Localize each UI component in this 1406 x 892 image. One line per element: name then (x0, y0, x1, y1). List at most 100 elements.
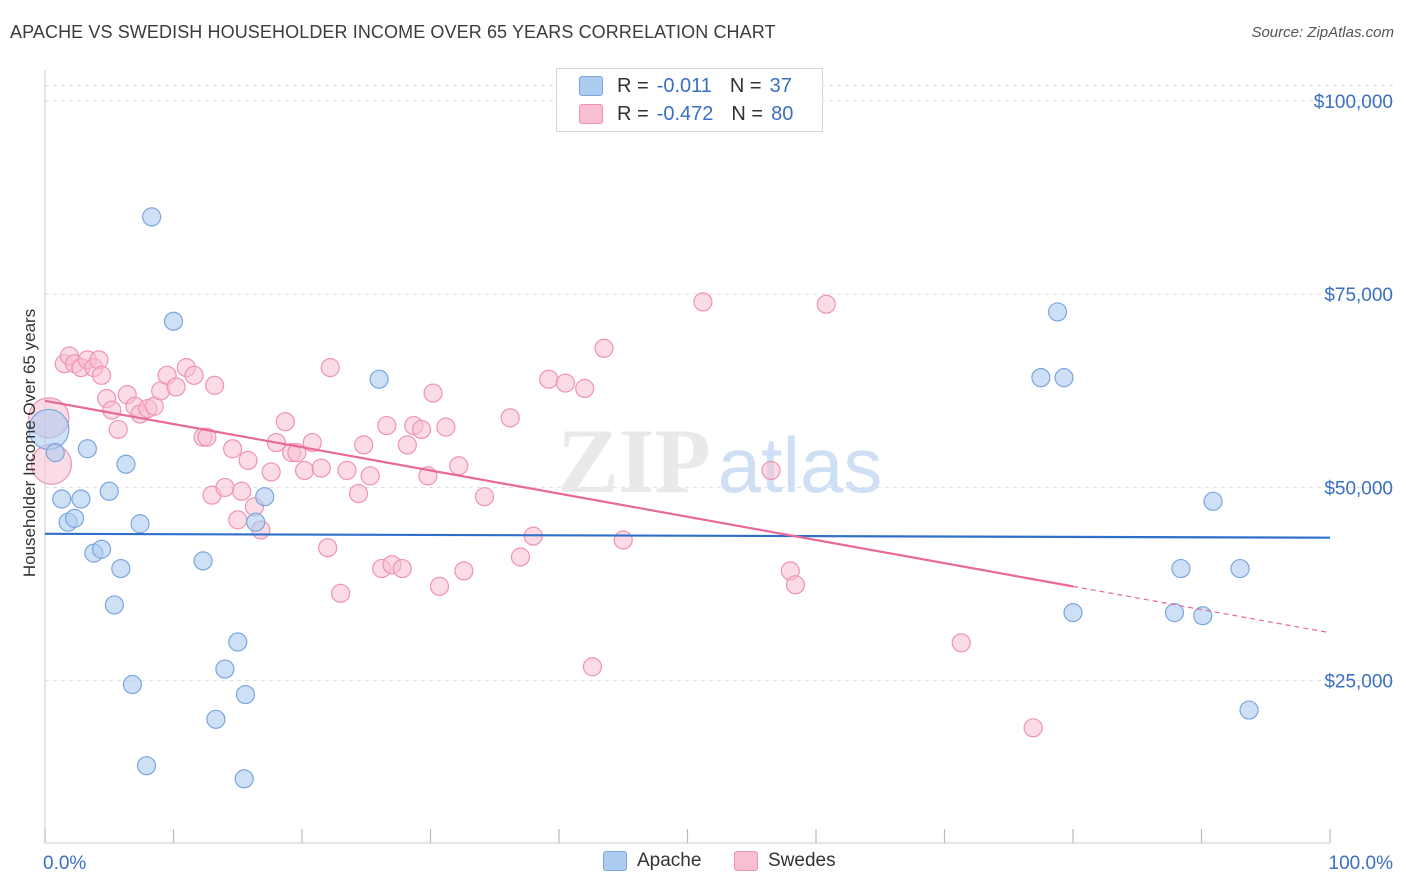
apache-point (206, 709, 226, 729)
swedes-point (785, 575, 806, 595)
apache-point (45, 443, 65, 463)
watermark: ZIP atlas (557, 410, 882, 512)
apache-n-value: 37 (769, 74, 792, 97)
apache-point (228, 632, 248, 652)
apache-swatch (579, 76, 603, 96)
apache-point (1047, 302, 1068, 322)
apache-points (28, 207, 1259, 789)
bottom-legend-swedes: Swedes (734, 850, 836, 872)
swedes-swatch (579, 104, 603, 124)
swedes-point (261, 462, 281, 482)
apache-point (1193, 606, 1213, 626)
gridlines (45, 84, 1393, 682)
apache-point (130, 514, 150, 534)
swedes-point (411, 419, 432, 440)
swedes-point (429, 576, 450, 596)
apache-r-value: -0.011 (656, 74, 712, 97)
apache-point (64, 508, 85, 528)
swedes-point (166, 377, 186, 397)
swedes-point (311, 458, 331, 478)
swedes-point (500, 408, 520, 428)
apache-point (1063, 603, 1083, 623)
apache-point (1230, 558, 1250, 579)
apache-point (71, 489, 91, 509)
chart-title: APACHE VS SWEDISH HOUSEHOLDER INCOME OVE… (10, 22, 776, 42)
apache-point (235, 684, 256, 705)
apache-trend-line (44, 532, 1331, 539)
swedes-point (223, 439, 243, 459)
swedes-point (197, 427, 217, 447)
swedes-point (582, 657, 603, 677)
apache-legend-swatch (603, 851, 627, 871)
apache-n-label: N = (729, 74, 762, 97)
apache-point (1239, 700, 1259, 720)
apache-point (122, 674, 142, 695)
swedes-point (275, 412, 295, 432)
swedes-point (555, 373, 576, 393)
apache-point (1171, 558, 1191, 579)
trend-lines (44, 399, 1331, 634)
swedes-point (1023, 718, 1043, 738)
stats-legend: R = -0.011 N = 37 R = -0.472 N = 80 (556, 68, 823, 132)
swedes-points (28, 292, 1043, 738)
swedes-point (302, 432, 322, 453)
swedes-n-value: 80 (771, 102, 794, 125)
apache-point (142, 207, 162, 227)
swedes-point (91, 365, 112, 385)
watermark-zip: ZIP (557, 410, 710, 512)
apache-point (193, 551, 213, 571)
swedes-point (449, 456, 469, 476)
swedes-point (761, 460, 781, 481)
apache-point (116, 454, 136, 474)
y-tick-label: $75,000 (1324, 285, 1393, 306)
swedes-point (184, 365, 204, 385)
apache-point (99, 481, 119, 501)
swedes-point (102, 400, 122, 420)
x-tick-label-max: 100.0% (1329, 853, 1394, 874)
apache-legend-label: Apache (637, 850, 702, 871)
swedes-point (454, 561, 474, 581)
legend-row-apache: R = -0.011 N = 37 (579, 73, 792, 99)
swedes-point (228, 510, 248, 530)
y-axis-label: Householder Income Over 65 years (20, 309, 39, 577)
swedes-point (330, 583, 351, 603)
swedes-point (397, 435, 417, 455)
swedes-point (575, 378, 595, 399)
watermark-atlas: atlas (718, 421, 883, 509)
swedes-point (348, 484, 369, 504)
apache-point (369, 369, 389, 389)
swedes-point (423, 383, 443, 403)
swedes-point (377, 415, 397, 436)
bottom-legend-apache: Apache (603, 850, 701, 872)
x-tick-label-min: 0.0% (43, 853, 86, 874)
swedes-point (613, 530, 633, 550)
apache-point (1164, 603, 1185, 623)
swedes-point (354, 435, 374, 455)
legend-row-swedes: R = -0.472 N = 80 (579, 101, 793, 127)
swedes-point (320, 358, 340, 378)
swedes-point (215, 477, 235, 498)
apache-point (163, 311, 184, 331)
source-note: Source: ZipAtlas.com (1251, 24, 1394, 41)
apache-point (215, 659, 235, 679)
apache-point (234, 769, 254, 789)
swedes-point (337, 460, 357, 481)
swedes-point (539, 369, 559, 389)
swedes-point (816, 294, 836, 314)
swedes-point (108, 419, 128, 440)
apache-r-label: R = (617, 74, 649, 97)
apache-point (104, 595, 124, 615)
apache-point (246, 512, 266, 532)
apache-point (255, 487, 275, 507)
apache-point (1203, 491, 1223, 511)
apache-point (1031, 368, 1051, 388)
swedes-point (510, 547, 531, 567)
swedes-point (693, 292, 713, 312)
swedes-point (294, 460, 315, 481)
swedes-point (205, 375, 225, 395)
swedes-point (238, 450, 258, 470)
apache-point (1054, 368, 1074, 388)
swedes-trend-line (44, 399, 1074, 588)
apache-point (77, 439, 98, 459)
